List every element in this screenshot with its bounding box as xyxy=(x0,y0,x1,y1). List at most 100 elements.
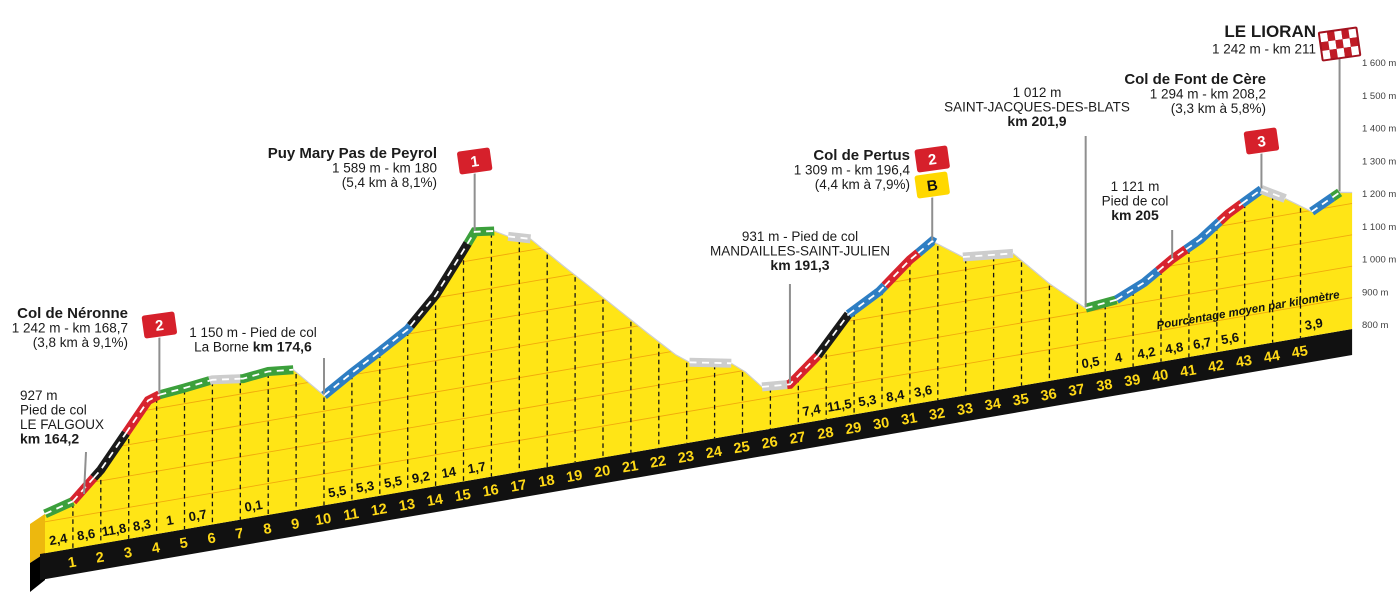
gradient-label: 0,7 xyxy=(188,507,208,525)
landmark-label-line: Col de Néronne xyxy=(17,305,128,322)
km-number: 17 xyxy=(509,477,528,495)
km-number: 12 xyxy=(370,501,389,519)
landmark-label-line: Pied de col xyxy=(1102,194,1169,209)
category-flag-3: 3 xyxy=(1242,126,1281,156)
km-number: 45 xyxy=(1291,343,1310,361)
road-centerline xyxy=(240,368,294,380)
category-flag-2: 2 xyxy=(913,144,951,174)
road-segments xyxy=(43,185,1343,519)
km-number: 30 xyxy=(872,415,891,433)
gradient-label: 9,2 xyxy=(411,468,431,486)
landmark-label-line: km 191,3 xyxy=(770,257,829,273)
landmark-label-line: Pied de col xyxy=(20,403,87,418)
km-number: 34 xyxy=(984,396,1003,414)
landmark-label-line: 1 242 m - km 168,7 xyxy=(12,321,128,336)
landmark-label-line: 1 150 m - Pied de col xyxy=(189,325,317,340)
landmark-label-line: Puy Mary Pas de Peyrol xyxy=(268,145,437,162)
km-number: 25 xyxy=(733,439,752,457)
km-ticks xyxy=(72,195,1302,549)
road-centerline xyxy=(1185,220,1221,251)
km-number: 44 xyxy=(1263,348,1282,366)
gradient-label: 8,3 xyxy=(132,516,152,534)
road-centerline xyxy=(917,240,936,254)
km-number: 4 xyxy=(151,540,162,557)
road-centerline xyxy=(1241,188,1262,205)
km-numbers: 1 2 3 4 5 6 7 8 9 10 11 12 13 14 15 16 17 18 19 20 21 22 23 24 2… xyxy=(67,343,1309,571)
gradient-label: 5,3 xyxy=(355,478,375,496)
road-centerline xyxy=(44,500,74,515)
km-number: 16 xyxy=(481,482,500,500)
km-number: 40 xyxy=(1151,367,1170,385)
km-number: 33 xyxy=(956,401,975,419)
gradient-label: 4,8 xyxy=(1164,339,1184,357)
km-number: 10 xyxy=(314,511,333,529)
gradient-label: 5,5 xyxy=(327,483,347,501)
km-number: 41 xyxy=(1179,362,1198,380)
km-number: 37 xyxy=(1067,381,1086,399)
landmark-label-line: MANDAILLES-SAINT-JULIEN xyxy=(710,244,890,259)
landmark-label-line: 1 121 m xyxy=(1111,179,1160,194)
km-number: 27 xyxy=(788,429,807,447)
landmark-label-line: (4,4 km à 7,9%) xyxy=(815,177,910,192)
km-number: 36 xyxy=(1039,386,1058,404)
elevation-axis-label: 1 300 m xyxy=(1362,156,1396,167)
gradient-label: 5,3 xyxy=(857,392,877,410)
gradient-label: 5,6 xyxy=(1220,329,1240,347)
km-number: 28 xyxy=(816,425,835,443)
km-number: 21 xyxy=(621,458,640,476)
km-number: 15 xyxy=(454,487,473,505)
road-centerline xyxy=(1332,191,1341,198)
road-centerline xyxy=(125,393,160,434)
landmark-mandailles-saint-julien: 931 m - Pied de colMANDAILLES-SAINT-JULI… xyxy=(710,229,890,384)
finish-flag xyxy=(1317,26,1362,62)
landmark-label-line: km 205 xyxy=(1111,207,1159,223)
left-side-face xyxy=(30,513,45,563)
flag-number: 1 xyxy=(469,153,480,171)
km-number: 8 xyxy=(262,521,273,538)
gradient-label: 4,2 xyxy=(1136,344,1156,362)
landmark-label-line: 1 242 m - km 211 xyxy=(1212,42,1316,57)
elevation-axis-label: 800 m xyxy=(1362,320,1388,331)
elevation-area xyxy=(45,189,1353,554)
flag-number: 3 xyxy=(1256,133,1267,151)
landmark-label-line: (3,3 km à 5,8%) xyxy=(1171,101,1266,116)
gradient-label: 4 xyxy=(1114,349,1124,365)
km-number: 38 xyxy=(1095,377,1114,395)
landmark-label-line: Col de Font de Cère xyxy=(1124,71,1266,88)
gradient-label: 0,5 xyxy=(1080,353,1100,371)
km-number: 32 xyxy=(928,405,947,423)
elevation-axis-label: 1 400 m xyxy=(1362,124,1396,135)
km-number: 18 xyxy=(537,472,556,490)
road-centerline xyxy=(817,313,850,357)
landmark-label-line: 931 m - Pied de col xyxy=(742,229,858,244)
elevation-axis: 1 600 m 1 500 m 1 400 m 1 300 m 1 200 m 1 100… xyxy=(1362,58,1396,331)
road-centerline xyxy=(409,242,469,327)
km-number: 14 xyxy=(426,492,445,510)
gradient-label: 11,5 xyxy=(826,396,853,415)
km-number: 43 xyxy=(1235,353,1254,371)
road-centerline xyxy=(209,377,241,382)
km-number: 6 xyxy=(206,530,217,547)
gradient-label: 5,5 xyxy=(383,473,403,491)
km-number: 11 xyxy=(342,506,360,524)
flag-number: B xyxy=(926,177,939,195)
gradient-label: 8,4 xyxy=(885,387,906,405)
gradient-label: 14 xyxy=(440,464,458,481)
km-number: 19 xyxy=(565,468,584,486)
category-flag-2: 2 xyxy=(140,310,179,340)
km-number: 23 xyxy=(677,448,696,466)
km-number: 22 xyxy=(649,453,668,471)
flag-number: 2 xyxy=(927,151,938,169)
road-centerline xyxy=(1218,202,1243,223)
landmark-label-line: 1 589 m - km 180 xyxy=(332,161,437,176)
km-number: 20 xyxy=(593,463,612,481)
landmark-label-line: 927 m xyxy=(20,388,58,403)
road-centerline xyxy=(761,383,788,388)
